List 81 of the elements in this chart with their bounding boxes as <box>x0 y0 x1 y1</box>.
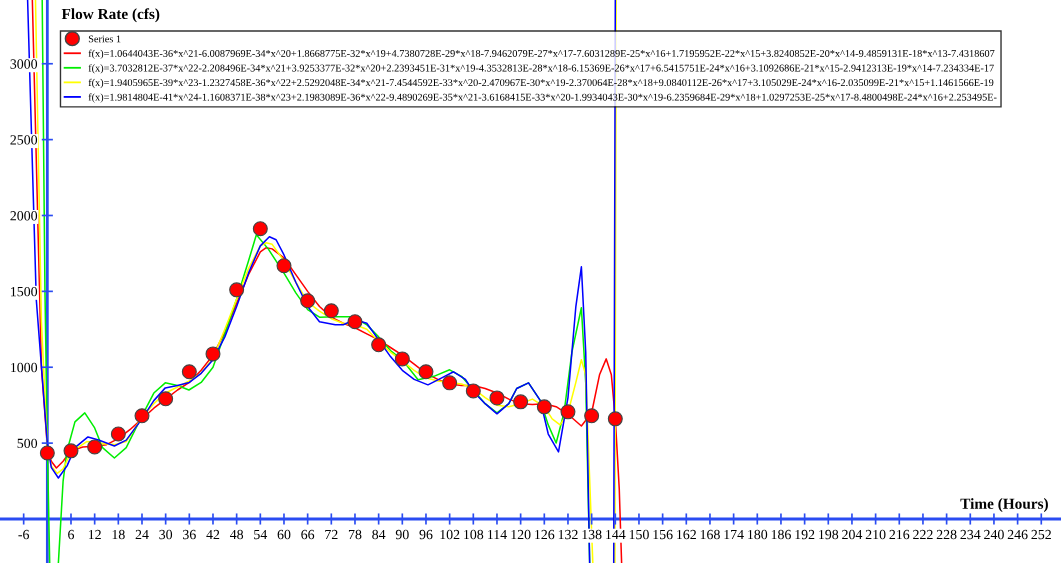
point <box>465 383 481 399</box>
point <box>560 404 576 420</box>
x-tick-label: 60 <box>277 529 291 540</box>
x-tick-label: 150 <box>629 529 649 540</box>
x-tick-label: 228 <box>936 529 957 540</box>
y-axis-title: Flow Rate (cfs) <box>61 8 160 23</box>
x-tick-label: 246 <box>1007 529 1028 540</box>
point <box>39 445 55 461</box>
x-tick-label: 102 <box>440 529 460 540</box>
x-tick-label: 66 <box>301 529 315 540</box>
x-tick-label: 96 <box>419 529 433 540</box>
point <box>394 351 410 367</box>
y-tick-label: 500 <box>17 438 38 449</box>
x-tick-label: 222 <box>913 529 933 540</box>
x-tick-label: 42 <box>206 529 220 540</box>
point <box>442 375 458 391</box>
point <box>536 399 552 415</box>
x-tick-label: -6 <box>18 529 30 540</box>
x-tick-label: 24 <box>135 529 149 540</box>
point <box>158 391 174 407</box>
x-tick-label: 126 <box>535 529 555 540</box>
point <box>513 394 529 410</box>
x-tick-label: 30 <box>159 529 173 540</box>
point <box>300 293 316 309</box>
x-tick-label: 162 <box>677 529 696 540</box>
point <box>134 408 150 424</box>
x-tick-label: 84 <box>372 529 386 540</box>
point <box>110 426 126 442</box>
x-tick-label: 192 <box>795 529 815 540</box>
point <box>371 337 387 353</box>
point <box>63 443 79 459</box>
point <box>276 258 292 274</box>
x-tick-label: 144 <box>606 529 626 540</box>
x-tick-label: 12 <box>88 529 101 540</box>
x-tick-label: 186 <box>771 529 791 540</box>
x-tick-label: 252 <box>1031 529 1051 540</box>
legend-label: Series 1 <box>88 35 121 43</box>
x-tick-label: 72 <box>325 529 338 540</box>
x-tick-label: 174 <box>724 529 744 540</box>
point <box>489 390 505 406</box>
point <box>205 346 221 362</box>
x-tick-label: 6 <box>68 529 75 540</box>
x-tick-label: 198 <box>819 529 839 540</box>
x-tick-label: 210 <box>865 529 886 540</box>
x-tick-label: 204 <box>842 529 863 540</box>
y-tick-label: 2500 <box>10 135 38 145</box>
x-tick-label: 114 <box>488 529 507 540</box>
x-tick-label: 234 <box>960 529 981 540</box>
x-tick-label: 78 <box>348 529 362 540</box>
point <box>584 408 600 424</box>
x-tick-label: 48 <box>229 529 244 540</box>
x-tick-label: 240 <box>984 529 1004 540</box>
x-tick-label: 120 <box>511 529 531 540</box>
x-tick-label: 108 <box>464 529 484 540</box>
x-tick-label: 36 <box>183 529 196 540</box>
y-tick-label: 3000 <box>10 59 38 69</box>
legend-label: f(x)=1.9405965E-39*x^23-1.2327458E-36*x^22+2.5292048E-34*x^21-7.4544592E-33*x^20-2.470967E-30*x^19-2.370064E-28*x^18+9.0840112E-26*x^17+3.105029E-24*x^16-2.035099E-21*x^15+1.1461566E-19 <box>88 78 994 89</box>
x-tick-label: 18 <box>112 529 125 540</box>
legend-label: f(x)=1.0644043E-36*x^21-6.0087969E-34*x^20+1.8668775E-32*x^19+4.7380728E-29*x^18-7.9462079E-27*x^17-7.6031289E-25*x^16+1.7195952E-22*x^15+3.8240852E-20*x^14-9.4859131E-18*x^13-7.4318607 <box>88 49 995 60</box>
x-tick-label: 54 <box>254 529 268 540</box>
point <box>229 282 245 298</box>
point <box>607 411 623 427</box>
y-tick-label: 2000 <box>10 211 38 221</box>
point <box>181 364 197 380</box>
point <box>323 303 339 319</box>
x-tick-label: 90 <box>395 529 409 540</box>
point <box>418 364 434 380</box>
y-tick-label: 1000 <box>11 362 38 373</box>
x-tick-label: 168 <box>700 529 720 540</box>
x-tick-label: 216 <box>889 529 910 540</box>
x-tick-label: 132 <box>558 529 578 540</box>
point <box>347 314 363 330</box>
point <box>252 221 268 237</box>
legend-label: f(x)=1.9814804E-41*x^24-1.1608371E-38*x^23+2.1983089E-36*x^22-9.4890269E-35*x^21-3.6168415E-33*x^20-1.9934043E-30*x^19-6.2359684E-29*x^18+1.0297253E-25*x^17-8.4800498E-24*x^16+2.253495E- <box>88 93 997 103</box>
x-tick-label: 156 <box>653 529 673 540</box>
x-tick-label: 180 <box>748 529 768 540</box>
y-tick-label: 1500 <box>11 286 38 297</box>
x-tick-label: 138 <box>582 529 602 540</box>
x-axis-title: Time (Hours) <box>960 498 1048 512</box>
legend-label: f(x)=3.7032812E-37*x^22-2.208496E-34*x^21+3.9253377E-32*x^20+2.2393451E-31*x^19-4.3532813E-28*x^18-6.15369E-26*x^17+6.5415751E-24*x^16+3.1092686E-21*x^15-2.9412313E-19*x^14-7.234334E-17 <box>88 64 994 74</box>
point <box>87 439 103 455</box>
